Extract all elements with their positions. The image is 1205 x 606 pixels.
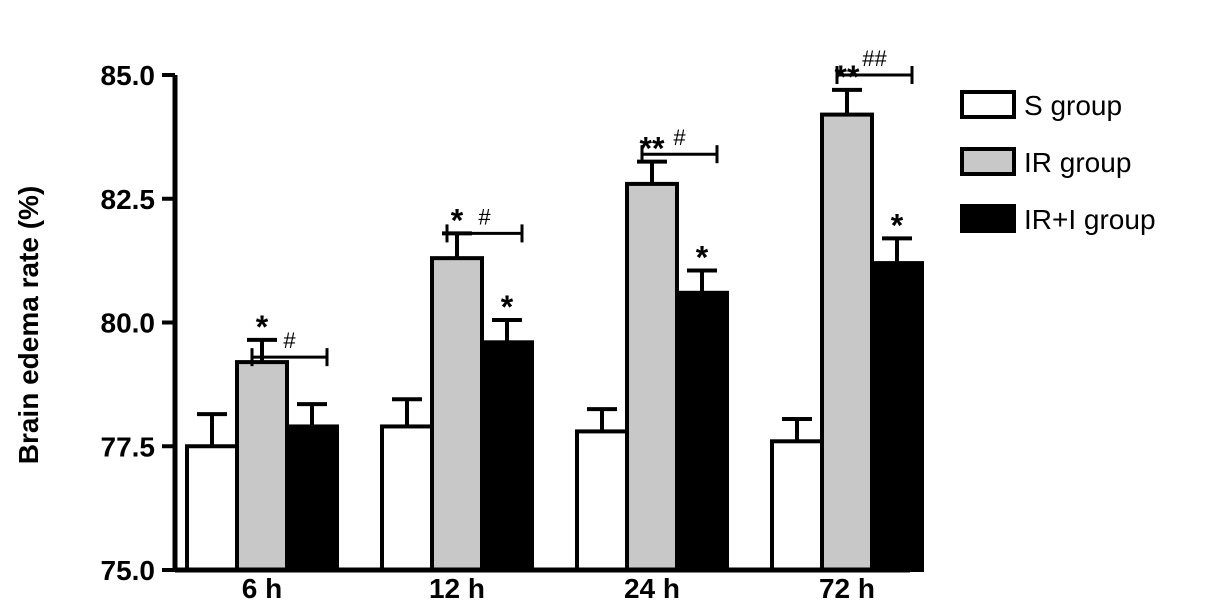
- comparison-label: ##: [862, 46, 887, 71]
- annotations-layer: *********#####: [250, 46, 914, 367]
- bar-ir-group-72h: [820, 112, 874, 572]
- y-tick-label: 85.0: [101, 60, 156, 91]
- legend-swatch: [960, 204, 1016, 233]
- bar-ir-i-group-24h: [675, 290, 729, 572]
- x-tick-label: 12 h: [429, 573, 485, 604]
- bar-s-group-12h: [380, 424, 434, 573]
- bar-s-group-72h: [770, 439, 824, 572]
- bar-ir-group-24h: [625, 181, 679, 572]
- x-tick-label: 24 h: [624, 573, 680, 604]
- y-tick-label: 80.0: [101, 308, 156, 339]
- significance-mark: *: [891, 207, 904, 243]
- y-tick-label: 75.0: [101, 555, 156, 586]
- legend-label: IR group: [1024, 147, 1131, 178]
- x-tick-label: 72 h: [819, 573, 875, 604]
- comparison-label: #: [283, 328, 296, 353]
- bar-s-group-6h: [185, 444, 239, 572]
- significance-mark: *: [501, 289, 514, 325]
- y-tick-label: 82.5: [101, 184, 156, 215]
- significance-mark: *: [451, 202, 464, 238]
- legend: S group IR group IR+I group: [960, 90, 1156, 235]
- legend-swatch: [960, 90, 1016, 119]
- comparison-label: #: [478, 204, 491, 229]
- bar-s-group-24h: [575, 429, 629, 572]
- bar-ir-group-12h: [430, 256, 484, 572]
- comparison-label: #: [673, 125, 686, 150]
- bar-ir-i-group-12h: [480, 340, 534, 572]
- significance-mark: **: [640, 131, 665, 167]
- x-tick-label: 6 h: [242, 573, 282, 604]
- axes-layer: 75.0 77.5 80.0 82.5 85.0 6 h 12 h 24 h 72 h: [101, 60, 910, 604]
- legend-label: IR+I group: [1024, 204, 1156, 235]
- y-axis-label: Brain edema rate (%): [13, 186, 44, 465]
- significance-mark: **: [835, 59, 860, 95]
- bars-layer: [185, 87, 924, 573]
- legend-label: S group: [1024, 90, 1122, 121]
- y-tick-label: 77.5: [101, 431, 156, 462]
- significance-mark: *: [256, 309, 269, 345]
- bar-ir-i-group-6h: [285, 424, 339, 573]
- significance-mark: *: [696, 240, 709, 276]
- bar-ir-group-6h: [235, 360, 289, 572]
- legend-swatch: [960, 147, 1016, 176]
- bar-ir-i-group-72h: [870, 261, 924, 572]
